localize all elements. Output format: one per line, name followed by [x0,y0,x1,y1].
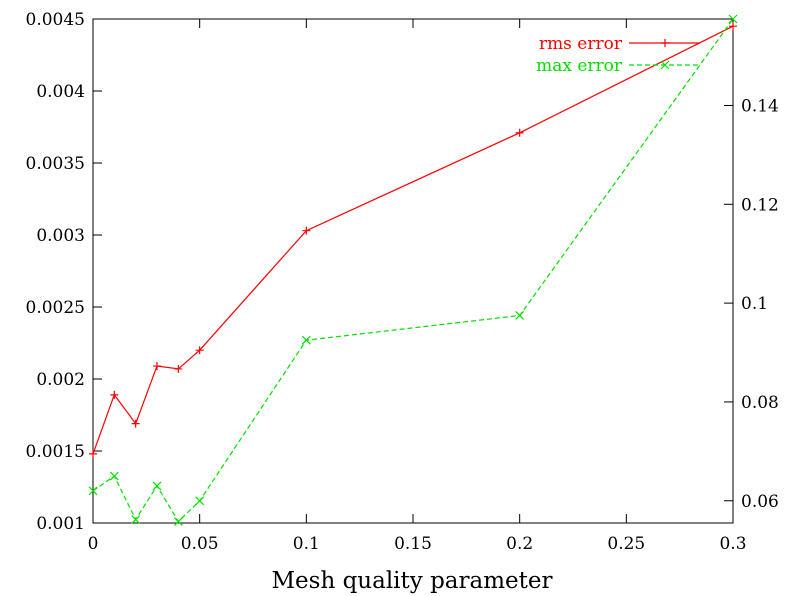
legend-marker [661,39,669,47]
y2-tick-label: 0.12 [741,195,779,215]
plot-border [92,18,734,524]
legend-entry: max error [536,56,700,76]
x-tick-label: 0.2 [506,534,533,554]
data-point [153,362,161,371]
x-tick-label: 0.3 [719,534,746,554]
x-tick-label: 0.15 [394,534,432,554]
y-tick-label: 0.0045 [26,10,85,30]
data-point [195,496,205,506]
data-point [174,364,183,373]
data-point [109,471,119,481]
y-tick-label: 0.002 [36,370,85,390]
series-layer [88,14,738,526]
legend-label: max error [536,56,623,76]
series-max-error [88,14,738,526]
data-point [131,419,140,428]
data-point [515,311,525,320]
x-tick-label: 0.1 [293,534,320,554]
data-point [110,390,119,399]
y-tick-label: 0.004 [36,82,85,102]
series-line [92,25,734,455]
ticks [92,18,734,524]
y2-tick-label: 0.06 [741,492,779,512]
legend-entry: rms error [539,34,700,54]
y-tick-label: 0.0025 [26,298,85,318]
plot-frame [92,18,734,524]
data-point [173,517,183,526]
tick-labels: 0 0.05 0.1 0.15 0.2 0.25 0.3 0.001 0.0015 0.002 0.… [26,10,779,554]
data-point [728,14,738,24]
data-point [515,128,524,137]
data-point [301,335,311,345]
legend-marker [660,60,670,70]
x-axis-title: Mesh quality parameter [271,568,552,594]
series-line [92,18,734,523]
x-tick-label: 0.25 [607,534,645,554]
y-tick-label: 0.001 [36,514,85,534]
data-point [302,226,311,235]
data-point [131,515,141,524]
x-tick-label: 0 [88,534,99,554]
data-point [195,346,204,355]
y2-tick-label: 0.1 [741,294,768,314]
data-point [729,22,737,31]
y2-tick-label: 0.14 [741,96,779,116]
y-tick-label: 0.0035 [26,154,85,174]
y2-tick-label: 0.08 [741,393,779,413]
data-point [89,449,97,458]
data-point [152,481,162,491]
series-rms-error [89,22,737,458]
legend-label: rms error [539,34,623,54]
x-tick-label: 0.05 [181,534,219,554]
y-tick-label: 0.0015 [26,442,85,462]
y-tick-label: 0.003 [36,226,85,246]
data-point [88,486,98,496]
